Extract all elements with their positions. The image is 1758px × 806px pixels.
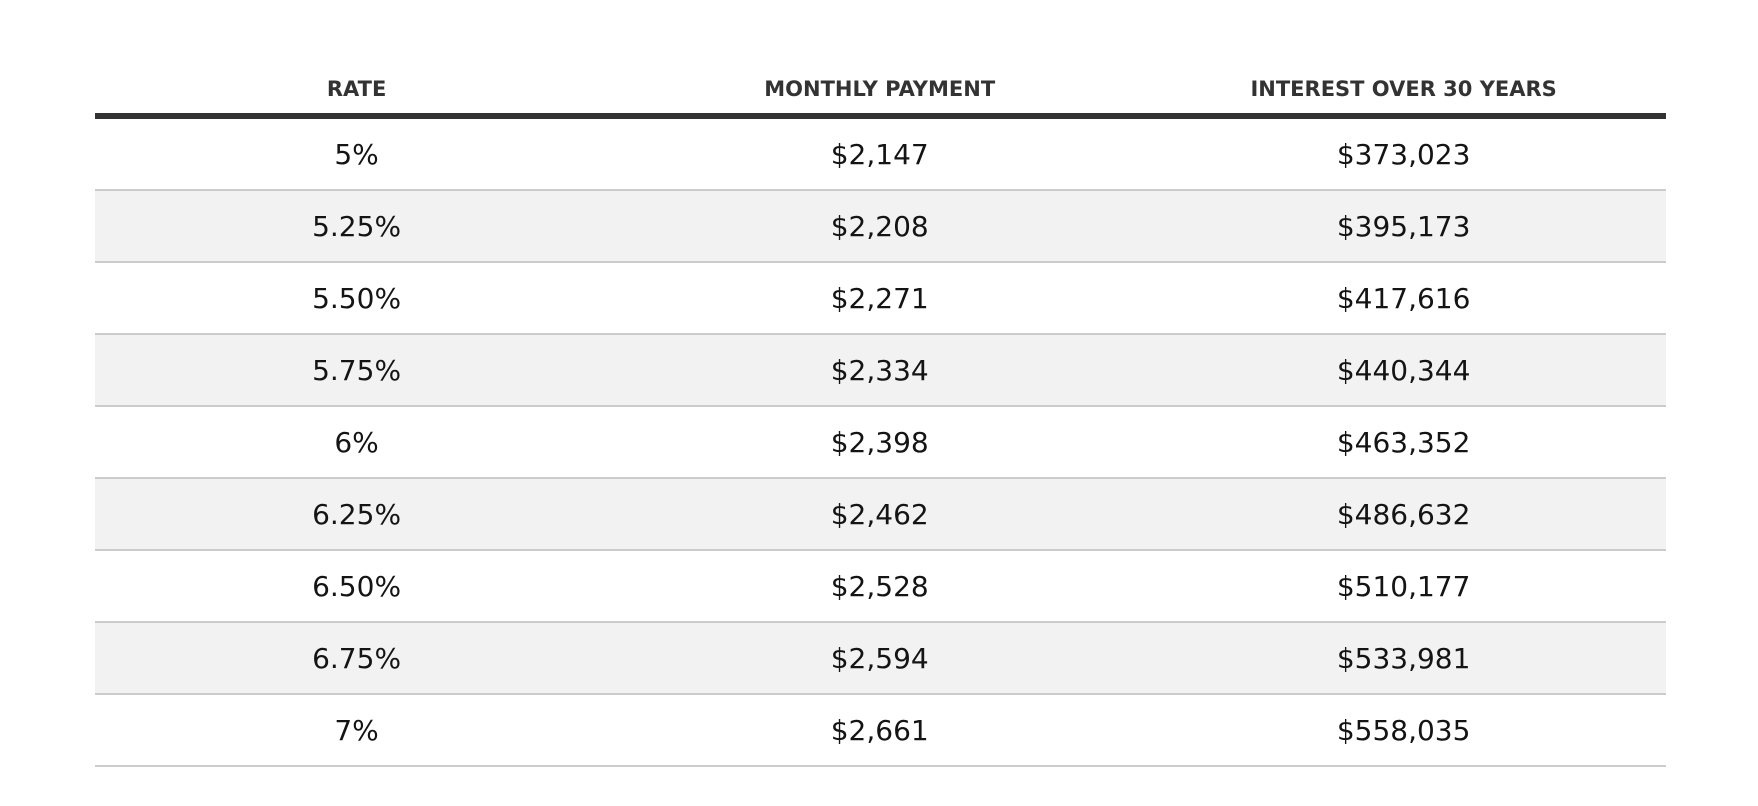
interest-cell: $558,035 (1141, 694, 1666, 767)
interest-cell: $417,616 (1141, 262, 1666, 335)
interest-cell: $373,023 (1141, 116, 1666, 191)
interest-cell: $510,177 (1141, 550, 1666, 623)
rate-cell: 5% (95, 116, 619, 191)
monthly-payment-cell: $2,147 (618, 116, 1142, 191)
monthly-payment-cell: $2,208 (618, 190, 1142, 263)
column-header-monthly-payment: MONTHLY PAYMENT (618, 0, 1142, 119)
monthly-payment-cell: $2,398 (618, 406, 1142, 479)
rate-cell: 6.50% (95, 550, 619, 623)
monthly-payment-cell: $2,334 (618, 334, 1142, 407)
interest-cell: $533,981 (1141, 622, 1666, 695)
table-row: 5% $2,147 $373,023 (95, 116, 1666, 191)
mortgage-rate-table: RATE MONTHLY PAYMENT INTEREST OVER 30 YE… (95, 0, 1666, 767)
interest-cell: $463,352 (1141, 406, 1666, 479)
rate-cell: 5.25% (95, 190, 619, 263)
table-header: RATE MONTHLY PAYMENT INTEREST OVER 30 YE… (95, 0, 1666, 119)
rate-cell: 5.75% (95, 334, 619, 407)
monthly-payment-cell: $2,271 (618, 262, 1142, 335)
table-row: 6.75% $2,594 $533,981 (95, 622, 1666, 695)
monthly-payment-cell: $2,594 (618, 622, 1142, 695)
table-row: 6% $2,398 $463,352 (95, 406, 1666, 479)
monthly-payment-cell: $2,528 (618, 550, 1142, 623)
table-row: 6.50% $2,528 $510,177 (95, 550, 1666, 623)
table-row: 6.25% $2,462 $486,632 (95, 478, 1666, 551)
interest-cell: $486,632 (1141, 478, 1666, 551)
table-body: 5% $2,147 $373,023 5.25% $2,208 $395,173… (95, 116, 1666, 767)
rate-table-container: RATE MONTHLY PAYMENT INTEREST OVER 30 YE… (95, 0, 1666, 767)
monthly-payment-cell: $2,661 (618, 694, 1142, 767)
rate-cell: 5.50% (95, 262, 619, 335)
rate-cell: 7% (95, 694, 619, 767)
interest-cell: $395,173 (1141, 190, 1666, 263)
column-header-rate: RATE (95, 0, 619, 119)
table-row: 5.25% $2,208 $395,173 (95, 190, 1666, 263)
column-header-interest: INTEREST OVER 30 YEARS (1141, 0, 1666, 119)
rate-cell: 6% (95, 406, 619, 479)
table-row: 5.75% $2,334 $440,344 (95, 334, 1666, 407)
rate-cell: 6.25% (95, 478, 619, 551)
table-row: 5.50% $2,271 $417,616 (95, 262, 1666, 335)
rate-cell: 6.75% (95, 622, 619, 695)
table-row: 7% $2,661 $558,035 (95, 694, 1666, 767)
interest-cell: $440,344 (1141, 334, 1666, 407)
header-row: RATE MONTHLY PAYMENT INTEREST OVER 30 YE… (95, 0, 1666, 119)
monthly-payment-cell: $2,462 (618, 478, 1142, 551)
